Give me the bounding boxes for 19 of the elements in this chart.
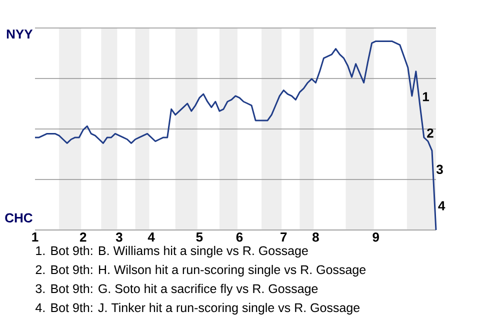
x-tick-label: 8	[312, 232, 319, 242]
text: CHC	[5, 213, 32, 222]
x-tick-label: 5	[196, 232, 203, 242]
x-tick-label: 2	[80, 232, 86, 242]
x-tick-label: 6	[236, 232, 243, 242]
text: 4. Bot 9th: J. Tinker hit a run-scoring single vs R. Gossage	[35, 302, 360, 315]
x-tick-label: 9	[372, 232, 379, 242]
text: 3. Bot 9th: G. Soto hit a sacrifice fly vs R. Gossage	[36, 284, 318, 296]
text: 3	[436, 164, 443, 174]
annotation: 2	[427, 128, 434, 138]
text: 1. Bot 9th: B. Williams hit a single vs R. Gossage	[36, 246, 308, 258]
text: 4	[438, 201, 446, 210]
x-tick-label: 7	[280, 232, 287, 242]
text: NYY	[6, 30, 33, 39]
x-tick-label: 4	[148, 232, 155, 242]
annotation: 1	[422, 92, 429, 102]
text: 2. Bot 9th: H. Wilson hit a run-scoring single vs R. Gossage	[36, 264, 366, 277]
x-tick-label: 3	[116, 232, 122, 242]
x-tick-label: 1	[32, 232, 38, 242]
